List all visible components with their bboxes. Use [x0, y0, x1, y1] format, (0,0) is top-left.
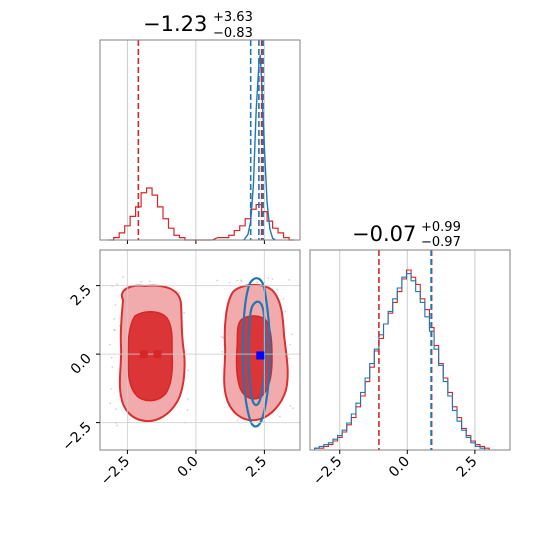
scatter-point — [236, 419, 239, 422]
scatter-point — [228, 281, 231, 284]
scatter-point — [113, 318, 116, 320]
scatter-point — [289, 343, 291, 346]
scatter-point — [271, 278, 274, 280]
top-panel-frame — [99, 39, 301, 241]
right-title: −0.07 +0.99 −0.97 — [352, 220, 461, 250]
right-x-tick-label: 0.0 — [386, 454, 413, 481]
right-title-main: −0.07 — [352, 222, 416, 246]
scatter-point — [109, 402, 112, 405]
scatter-point — [178, 292, 181, 294]
scatter-point — [116, 283, 119, 286]
top-title-sup: +3.63 — [213, 10, 253, 25]
scatter-point — [290, 333, 293, 336]
contour-x-tick-label: −2.5 — [98, 454, 133, 489]
right-x-tick-label: 2.5 — [454, 454, 481, 481]
top-series — [108, 40, 295, 241]
red-contour-inner-left — [127, 311, 174, 402]
contour-y-tick-label: −2.5 — [59, 419, 94, 454]
scatter-point — [284, 310, 287, 313]
scatter-point — [128, 418, 131, 421]
contour-y-ticks: −2.5 0.0 2.5 — [59, 282, 100, 454]
right-x-ticks: −2.5 0.0 2.5 — [310, 450, 481, 489]
scatter-point — [220, 335, 223, 338]
scatter-point — [109, 343, 111, 346]
contour-panel: −2.5 0.0 2.5 −2.5 0.0 2.5 — [59, 249, 301, 489]
contour-fills — [118, 277, 289, 428]
contour-y-tick-label: 0.0 — [68, 351, 95, 378]
scatter-point — [187, 398, 190, 401]
scatter-point — [276, 288, 279, 291]
red-marker — [139, 350, 148, 359]
right-panel-frame — [309, 249, 511, 451]
contour-panel-frame — [99, 249, 301, 451]
scatter-point — [110, 388, 112, 390]
scatter-point — [114, 304, 117, 306]
scatter-point — [140, 280, 143, 283]
blue-marker — [256, 351, 265, 360]
scatter-point — [289, 405, 292, 407]
scatter-point — [288, 357, 291, 360]
scatter-point — [221, 350, 224, 353]
top-panel-background — [100, 40, 300, 240]
top-histogram-panel: −1.23 +3.63 −0.83 — [99, 10, 301, 244]
red-contour-inner-right — [235, 315, 273, 400]
scatter-point — [187, 369, 190, 372]
right-blue-histogram — [310, 273, 494, 451]
contour-x-tick-label: 0.0 — [175, 454, 202, 481]
scatter-point — [183, 311, 185, 314]
right-x-tick-label: −2.5 — [310, 454, 345, 489]
right-title-sub: −0.97 — [421, 235, 461, 250]
right-panel-background — [310, 250, 510, 450]
scatter-point — [122, 276, 125, 279]
contour-markers — [139, 350, 265, 360]
scatter-point — [282, 297, 285, 300]
right-series — [310, 250, 494, 451]
scatter-point — [291, 407, 294, 410]
scatter-point — [148, 280, 151, 283]
scatter-point — [186, 408, 189, 411]
scatter-point — [216, 279, 219, 282]
top-title-sub: −0.83 — [213, 26, 253, 41]
scatter-point — [222, 336, 224, 339]
scatter-point — [115, 408, 118, 411]
scatter-point — [267, 277, 270, 280]
scatter-point — [256, 281, 259, 284]
scatter-point — [176, 290, 179, 292]
scatter-point — [278, 415, 281, 418]
right-histogram-panel: −2.5 0.0 2.5 −0.07 +0.99 −0.97 — [309, 220, 511, 489]
contour-x-tick-label: 2.5 — [243, 454, 270, 481]
scatter-point — [116, 424, 119, 427]
scatter-point — [111, 366, 114, 368]
scatter-point — [110, 356, 113, 359]
blue-contour-outer — [241, 277, 272, 428]
top-title: −1.23 +3.63 −0.83 — [143, 10, 253, 41]
top-title-main: −1.23 — [143, 12, 207, 36]
contour-y-tick-label: 2.5 — [68, 282, 95, 309]
scatter-point — [236, 279, 239, 282]
right-grid — [339, 250, 476, 450]
right-title-sup: +0.99 — [421, 220, 461, 235]
contour-x-ticks: −2.5 0.0 2.5 — [98, 450, 270, 489]
scatter-point — [240, 280, 243, 283]
red-marker — [153, 350, 162, 359]
contour-grid — [100, 250, 300, 450]
scatter-point — [113, 328, 115, 331]
scatter-point — [288, 278, 290, 281]
